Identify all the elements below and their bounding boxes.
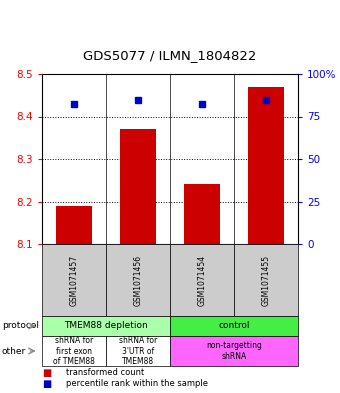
Text: transformed count: transformed count (66, 368, 144, 377)
Text: ■: ■ (42, 378, 51, 389)
Text: shRNA for
first exon
of TMEM88: shRNA for first exon of TMEM88 (53, 336, 95, 366)
Text: non-targetting
shRNA: non-targetting shRNA (206, 341, 262, 361)
Bar (56, 206, 91, 244)
Text: control: control (218, 321, 250, 331)
Text: percentile rank within the sample: percentile rank within the sample (66, 379, 208, 388)
Bar (120, 129, 156, 244)
Text: GSM1071457: GSM1071457 (69, 254, 79, 306)
Text: protocol: protocol (2, 321, 39, 331)
Text: GSM1071455: GSM1071455 (261, 254, 271, 306)
Text: shRNA for
3'UTR of
TMEM88: shRNA for 3'UTR of TMEM88 (119, 336, 157, 366)
Text: GSM1071454: GSM1071454 (198, 254, 206, 306)
Text: TMEM88 depletion: TMEM88 depletion (64, 321, 148, 331)
Text: GDS5077 / ILMN_1804822: GDS5077 / ILMN_1804822 (83, 50, 257, 62)
Bar (184, 184, 220, 244)
Bar (249, 87, 284, 244)
Text: ■: ■ (42, 367, 51, 378)
Text: GSM1071456: GSM1071456 (134, 254, 142, 306)
Text: other: other (2, 347, 26, 356)
